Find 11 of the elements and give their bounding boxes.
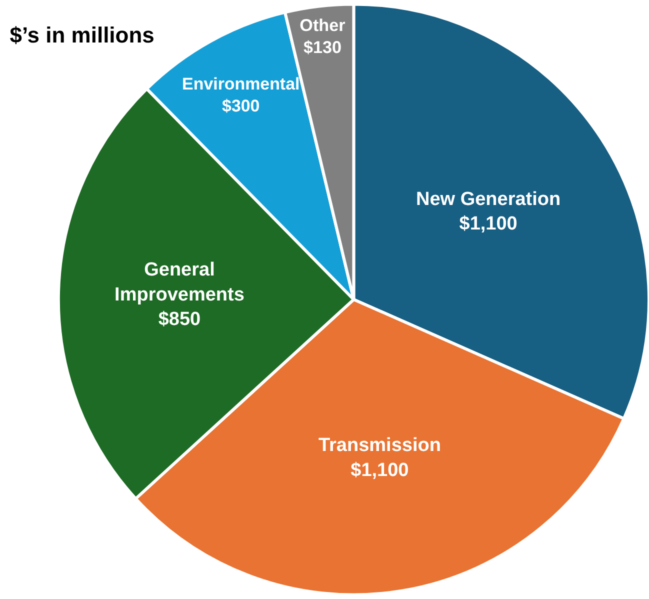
- slice-label: General Improvements: [114, 260, 244, 306]
- slice-label: New Generation: [416, 188, 561, 210]
- data-label: $300: [222, 96, 260, 116]
- slice-label: Environmental: [182, 74, 300, 94]
- data-label: $1,100: [459, 214, 518, 235]
- text: $’s in millions: [10, 22, 154, 48]
- data-label: $1,100: [350, 460, 409, 481]
- slice-label: Transmission: [318, 435, 441, 456]
- data-label: $130: [303, 38, 342, 58]
- data-label: $850: [158, 308, 201, 330]
- slice-label: Other: [300, 16, 346, 35]
